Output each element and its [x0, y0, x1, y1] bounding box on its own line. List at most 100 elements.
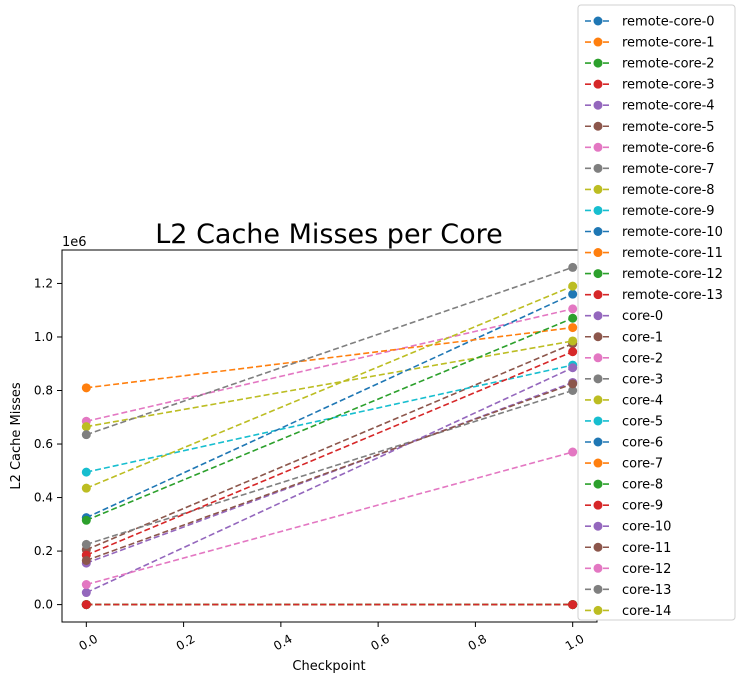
legend-item: core-13	[585, 583, 671, 598]
legend-marker	[593, 205, 603, 215]
data-point	[568, 600, 578, 610]
legend-marker	[593, 332, 603, 342]
legend-label: remote-core-10	[622, 225, 723, 240]
series-remote-core-13	[81, 600, 578, 610]
series-line	[86, 451, 573, 586]
data-point	[81, 430, 91, 440]
series-core-13	[81, 262, 578, 440]
data-point	[568, 323, 578, 333]
legend-marker	[593, 269, 603, 279]
legend-label: remote-core-8	[622, 183, 715, 198]
legend-marker	[593, 227, 603, 236]
series-line	[86, 285, 573, 489]
legend-item: remote-core-4	[585, 99, 715, 114]
legend-item: remote-core-8	[585, 183, 715, 198]
data-point	[81, 580, 91, 590]
data-point	[568, 313, 578, 323]
series-line	[86, 381, 573, 564]
data-point	[568, 289, 578, 299]
data-point	[81, 555, 91, 565]
y-axis: 0.0 0.2 0.4 0.6 0.8 1.0 1.2	[34, 276, 62, 612]
data-point	[568, 363, 578, 373]
series-core-12	[81, 447, 578, 590]
legend-marker	[593, 290, 603, 300]
legend-item: remote-core-12	[585, 267, 723, 282]
legend-marker	[593, 521, 603, 531]
chart-title: L2 Cache Misses per Core	[155, 219, 502, 250]
legend-label: core-3	[622, 372, 663, 387]
y-tick-label: 1.0	[34, 330, 53, 344]
legend-item: remote-core-5	[585, 120, 715, 135]
data-point	[81, 422, 91, 432]
legend-label: core-12	[622, 562, 671, 577]
legend-item: remote-core-0	[585, 15, 715, 30]
series-core-14	[81, 281, 578, 493]
legend-label: remote-core-3	[622, 78, 715, 93]
legend-label: remote-core-5	[622, 120, 715, 135]
y-tick-label: 0.0	[34, 598, 53, 612]
series-line	[86, 308, 573, 423]
legend: remote-core-0 remote-core-1 remote-core-2 r…	[577, 4, 736, 621]
legend-item: remote-core-6	[585, 141, 715, 156]
legend-item: core-14	[585, 604, 671, 619]
legend-marker	[593, 142, 603, 152]
series-core-8	[81, 313, 578, 525]
legend-marker	[593, 79, 603, 89]
legend-item: core-3	[585, 372, 663, 387]
legend-marker	[593, 353, 603, 363]
data-point	[568, 281, 578, 291]
series-core-10	[81, 363, 578, 598]
legend-marker	[593, 16, 603, 26]
data-point	[568, 347, 578, 357]
legend-item: core-10	[585, 520, 671, 535]
legend-marker	[593, 563, 603, 573]
legend-label: remote-core-9	[622, 204, 715, 219]
legend-label: core-1	[622, 330, 663, 345]
legend-label: core-13	[622, 583, 671, 598]
legend-item: remote-core-1	[585, 36, 715, 51]
y-tick-label: 0.8	[34, 384, 53, 398]
legend-label: core-7	[622, 457, 663, 472]
legend-marker	[593, 416, 603, 426]
legend-label: remote-core-11	[622, 246, 723, 261]
series-core-3	[81, 386, 578, 549]
legend-marker	[593, 458, 603, 468]
y-scale-label: 1e6	[62, 235, 87, 250]
data-point	[81, 588, 91, 598]
legend-marker	[593, 311, 603, 321]
y-axis-label: L2 Cache Misses	[9, 382, 24, 490]
legend-item: core-0	[585, 309, 663, 324]
legend-marker	[593, 437, 603, 447]
series-line	[86, 340, 573, 428]
legend-marker	[593, 395, 603, 405]
series-line	[86, 317, 573, 522]
legend-marker	[593, 121, 603, 131]
series-core-11	[81, 379, 578, 565]
legend-label: core-10	[622, 520, 671, 535]
legend-label: core-0	[622, 309, 663, 324]
y-tick-label: 0.2	[34, 544, 53, 558]
legend-label: remote-core-12	[622, 267, 723, 282]
legend-item: remote-core-7	[585, 162, 715, 177]
data-point	[81, 483, 91, 493]
y-tick-label: 1.2	[34, 276, 53, 290]
legend-marker	[593, 479, 603, 489]
legend-marker	[593, 605, 603, 615]
legend-label: remote-core-2	[622, 57, 715, 72]
y-tick-label: 0.4	[34, 491, 53, 505]
data-point	[568, 262, 578, 272]
series-core-7	[81, 323, 578, 393]
legend-item: core-5	[585, 414, 663, 429]
legend-label: core-9	[622, 499, 663, 514]
legend-label: remote-core-1	[622, 36, 715, 51]
legend-label: core-2	[622, 351, 663, 366]
series-line	[85, 293, 574, 519]
legend-marker	[593, 584, 603, 594]
legend-item: remote-core-3	[585, 78, 715, 93]
legend-item: core-8	[585, 478, 663, 493]
legend-item: remote-core-9	[585, 204, 715, 219]
legend-label: remote-core-6	[622, 141, 715, 156]
data-point	[81, 467, 91, 477]
series-line	[86, 364, 573, 473]
